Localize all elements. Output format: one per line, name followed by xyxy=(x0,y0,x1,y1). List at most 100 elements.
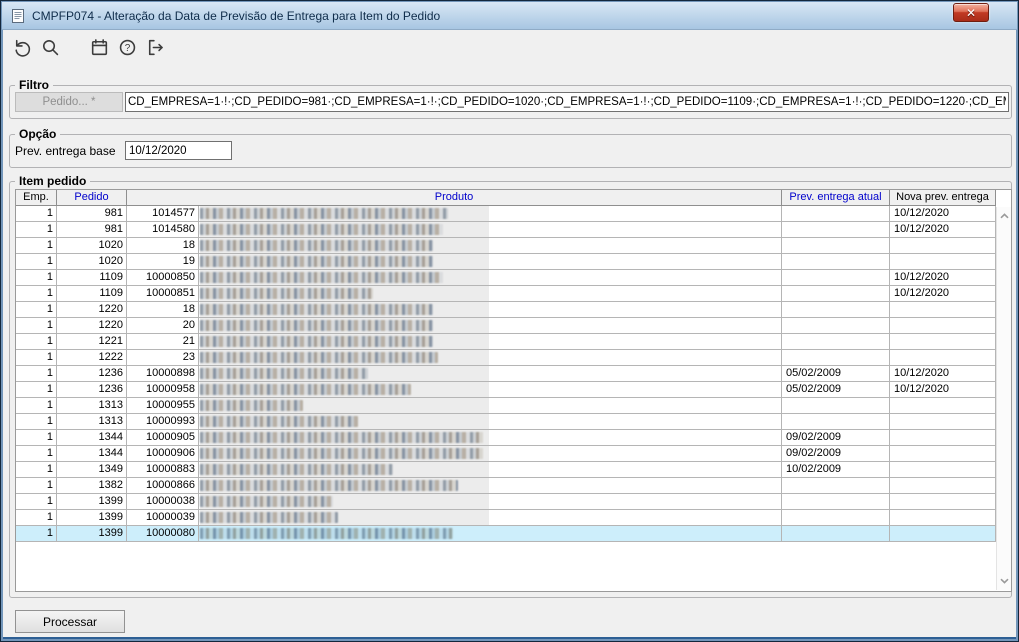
cell-nova-prev-entrega[interactable] xyxy=(890,478,996,494)
table-row[interactable]: 1 1221 21 xyxy=(16,334,996,350)
cell-emp: 1 xyxy=(16,238,57,254)
cell-nova-prev-entrega[interactable] xyxy=(890,510,996,526)
table-row[interactable]: 1 1220 20 xyxy=(16,318,996,334)
cell-produto-codigo: 10000851 xyxy=(127,286,199,302)
cell-produto-codigo: 10000866 xyxy=(127,478,199,494)
column-header-prev-entrega-atual[interactable]: Prev. entrega atual xyxy=(782,190,890,206)
search-button[interactable] xyxy=(39,35,63,59)
cell-produto-codigo: 21 xyxy=(127,334,199,350)
calendar-button[interactable] xyxy=(88,35,112,59)
cell-produto-codigo: 10000850 xyxy=(127,270,199,286)
cell-nova-prev-entrega[interactable] xyxy=(890,414,996,430)
prev-entrega-base-input[interactable] xyxy=(125,141,232,160)
table-row[interactable]: 1 1220 18 xyxy=(16,302,996,318)
cell-pedido: 1313 xyxy=(57,398,127,414)
cell-produto xyxy=(199,382,782,398)
table-row[interactable]: 1 1349 10000883 10/02/2009 xyxy=(16,462,996,478)
cell-nova-prev-entrega[interactable]: 10/12/2020 xyxy=(890,206,996,222)
cell-pedido: 1349 xyxy=(57,462,127,478)
cell-nova-prev-entrega[interactable] xyxy=(890,398,996,414)
cell-nova-prev-entrega[interactable] xyxy=(890,238,996,254)
cell-produto-codigo: 10000039 xyxy=(127,510,199,526)
cell-emp: 1 xyxy=(16,206,57,222)
column-header-nova-prev-entrega[interactable]: Nova prev. entrega xyxy=(890,190,996,206)
cell-produto-codigo: 10000080 xyxy=(127,526,199,542)
table-row[interactable]: 1 1399 10000080 xyxy=(16,526,996,542)
table-row[interactable]: 1 1399 10000038 xyxy=(16,494,996,510)
table-row[interactable]: 1 1399 10000039 xyxy=(16,510,996,526)
cell-pedido: 1313 xyxy=(57,414,127,430)
redacted-product-name xyxy=(200,336,433,347)
column-header-emp[interactable]: Emp. xyxy=(16,190,57,206)
close-button[interactable]: ✕ xyxy=(953,3,989,22)
cell-nova-prev-entrega[interactable]: 10/12/2020 xyxy=(890,286,996,302)
redacted-product-name xyxy=(200,288,373,299)
redacted-product-name xyxy=(200,432,483,443)
table-row[interactable]: 1 1313 10000993 xyxy=(16,414,996,430)
cell-pedido: 1344 xyxy=(57,446,127,462)
help-button[interactable]: ? xyxy=(116,35,140,59)
table-row[interactable]: 1 1222 23 xyxy=(16,350,996,366)
cell-nova-prev-entrega[interactable] xyxy=(890,318,996,334)
filter-input[interactable] xyxy=(125,92,1009,112)
cell-produto-codigo: 19 xyxy=(127,254,199,270)
cell-emp: 1 xyxy=(16,462,57,478)
table-row[interactable]: 1 981 1014580 10/12/2020 xyxy=(16,222,996,238)
cell-nova-prev-entrega[interactable]: 10/12/2020 xyxy=(890,270,996,286)
table-row[interactable]: 1 1313 10000955 xyxy=(16,398,996,414)
filtro-legend: Filtro xyxy=(15,78,53,92)
cell-nova-prev-entrega[interactable] xyxy=(890,494,996,510)
undo-icon xyxy=(15,39,31,57)
pedido-button[interactable]: Pedido... * xyxy=(15,92,123,112)
cell-pedido: 1399 xyxy=(57,494,127,510)
table-row[interactable]: 1 1236 10000958 05/02/2009 10/12/2020 xyxy=(16,382,996,398)
prev-entrega-base-label: Prev. entrega base xyxy=(15,144,116,158)
processar-button[interactable]: Processar xyxy=(15,610,125,633)
table-row[interactable]: 1 1344 10000905 09/02/2009 xyxy=(16,430,996,446)
cell-nova-prev-entrega[interactable] xyxy=(890,430,996,446)
cell-produto xyxy=(199,334,782,350)
redacted-product-name xyxy=(200,272,443,283)
cell-nova-prev-entrega[interactable] xyxy=(890,350,996,366)
cell-prev-entrega-atual xyxy=(782,494,890,510)
table-row[interactable]: 1 981 1014577 10/12/2020 xyxy=(16,206,996,222)
titlebar[interactable]: CMPFP074 - Alteração da Data de Previsão… xyxy=(2,2,1017,30)
redacted-product-name xyxy=(200,224,443,235)
search-icon xyxy=(42,39,59,55)
cell-produto xyxy=(199,510,782,526)
cell-nova-prev-entrega[interactable] xyxy=(890,526,996,542)
item-pedido-legend: Item pedido xyxy=(15,174,91,188)
table-row[interactable]: 1 1020 19 xyxy=(16,254,996,270)
cell-prev-entrega-atual xyxy=(782,238,890,254)
cell-nova-prev-entrega[interactable]: 10/12/2020 xyxy=(890,382,996,398)
vertical-scrollbar[interactable] xyxy=(996,207,1011,590)
cell-nova-prev-entrega[interactable] xyxy=(890,254,996,270)
table-row[interactable]: 1 1020 18 xyxy=(16,238,996,254)
column-header-produto[interactable]: Produto xyxy=(127,190,782,206)
cell-nova-prev-entrega[interactable]: 10/12/2020 xyxy=(890,222,996,238)
cell-produto xyxy=(199,494,782,510)
cell-pedido: 1344 xyxy=(57,430,127,446)
table-row[interactable]: 1 1236 10000898 05/02/2009 10/12/2020 xyxy=(16,366,996,382)
exit-button[interactable] xyxy=(144,35,168,59)
table-row[interactable]: 1 1109 10000851 10/12/2020 xyxy=(16,286,996,302)
table-row[interactable]: 1 1109 10000850 10/12/2020 xyxy=(16,270,996,286)
cell-nova-prev-entrega[interactable] xyxy=(890,446,996,462)
redacted-product-name xyxy=(200,480,458,491)
undo-button[interactable] xyxy=(11,35,35,59)
table-row[interactable]: 1 1382 10000866 xyxy=(16,478,996,494)
scroll-down-icon xyxy=(1000,578,1009,584)
cell-produto-codigo: 1014577 xyxy=(127,206,199,222)
column-header-pedido[interactable]: Pedido xyxy=(57,190,127,206)
cell-produto-codigo: 1014580 xyxy=(127,222,199,238)
cell-nova-prev-entrega[interactable] xyxy=(890,334,996,350)
table-row[interactable]: 1 1344 10000906 09/02/2009 xyxy=(16,446,996,462)
calendar-icon xyxy=(91,38,108,55)
cell-nova-prev-entrega[interactable]: 10/12/2020 xyxy=(890,366,996,382)
cell-nova-prev-entrega[interactable] xyxy=(890,462,996,478)
table-header: Emp. Pedido Produto Prev. entrega atual … xyxy=(16,190,996,206)
cell-produto xyxy=(199,302,782,318)
redacted-product-name xyxy=(200,352,438,363)
cell-nova-prev-entrega[interactable] xyxy=(890,302,996,318)
window-title: CMPFP074 - Alteração da Data de Previsão… xyxy=(32,8,441,23)
